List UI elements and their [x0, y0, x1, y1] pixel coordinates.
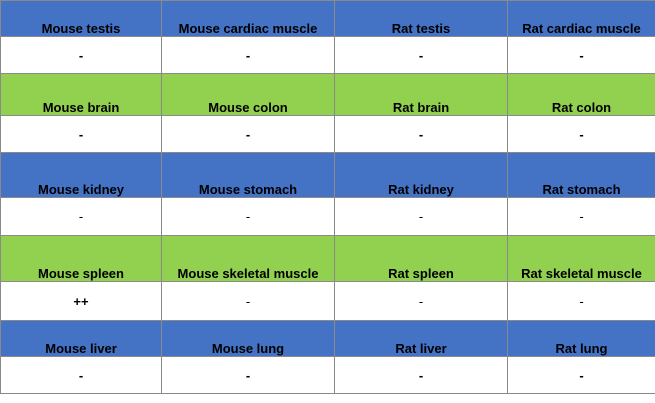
tissue-label-rat-cardiac-muscle: Rat cardiac muscle	[507, 0, 655, 37]
tissue-label-mouse-brain: Mouse brain	[0, 73, 162, 116]
expression-value-mouse-testis: -	[0, 36, 162, 74]
expression-value-rat-stomach: -	[507, 197, 655, 236]
expression-value-rat-lung: -	[507, 356, 655, 394]
value-row: ----	[0, 197, 655, 236]
value-row: ----	[0, 115, 655, 153]
value-row: ----	[0, 36, 655, 74]
tissue-label-rat-testis: Rat testis	[334, 0, 508, 37]
tissue-label-mouse-cardiac-muscle: Mouse cardiac muscle	[161, 0, 335, 37]
table-body: Mouse testis Mouse cardiac muscle Rat test…	[0, 0, 655, 394]
tissue-label-mouse-spleen: Mouse spleen	[0, 235, 162, 282]
value-row: ----	[0, 356, 655, 394]
tissue-label-rat-brain: Rat brain	[334, 73, 508, 116]
expression-value-rat-cardiac-muscle: -	[507, 36, 655, 74]
expression-value-rat-skeletal-muscle: -	[507, 281, 655, 321]
tissue-label-mouse-kidney: Mouse kidney	[0, 152, 162, 198]
expression-value-rat-brain: -	[334, 115, 508, 153]
tissue-label-mouse-colon: Mouse colon	[161, 73, 335, 116]
expression-value-rat-liver: -	[334, 356, 508, 394]
expression-value-rat-testis: -	[334, 36, 508, 74]
header-row: Mouse kidney Mouse stomach Rat kidney Rat s…	[0, 152, 655, 198]
tissue-label-mouse-stomach: Mouse stomach	[161, 152, 335, 198]
tissue-label-rat-spleen: Rat spleen	[334, 235, 508, 282]
tissue-expression-table: Mouse testis Mouse cardiac muscle Rat test…	[0, 0, 655, 394]
value-row: ++ - - -	[0, 281, 655, 321]
tissue-label-rat-skeletal-muscle: Rat skeletal muscle	[507, 235, 655, 282]
header-row: Mouse testis Mouse cardiac muscle Rat test…	[0, 0, 655, 37]
tissue-label-mouse-lung: Mouse lung	[161, 320, 335, 357]
tissue-label-rat-lung: Rat lung	[507, 320, 655, 357]
tissue-label-mouse-liver: Mouse liver	[0, 320, 162, 357]
expression-value-mouse-colon: -	[161, 115, 335, 153]
expression-value-mouse-liver: -	[0, 356, 162, 394]
expression-value-mouse-kidney: -	[0, 197, 162, 236]
expression-value-rat-colon: -	[507, 115, 655, 153]
tissue-label-rat-kidney: Rat kidney	[334, 152, 508, 198]
header-row: Mouse liver Mouse lung Rat liver Rat lung	[0, 320, 655, 357]
tissue-label-rat-stomach: Rat stomach	[507, 152, 655, 198]
expression-value-rat-spleen: -	[334, 281, 508, 321]
tissue-label-mouse-testis: Mouse testis	[0, 0, 162, 37]
expression-value-rat-kidney: -	[334, 197, 508, 236]
header-row: Mouse brain Mouse colon Rat brain Rat colon	[0, 73, 655, 116]
expression-value-mouse-stomach: -	[161, 197, 335, 236]
expression-value-mouse-cardiac-muscle: -	[161, 36, 335, 74]
expression-value-mouse-brain: -	[0, 115, 162, 153]
header-row: Mouse spleen Mouse skeletal muscle Rat spl…	[0, 235, 655, 282]
expression-value-mouse-lung: -	[161, 356, 335, 394]
tissue-label-rat-liver: Rat liver	[334, 320, 508, 357]
expression-value-mouse-spleen: ++	[0, 281, 162, 321]
expression-value-mouse-skeletal-muscle: -	[161, 281, 335, 321]
tissue-label-mouse-skeletal-muscle: Mouse skeletal muscle	[161, 235, 335, 282]
tissue-label-rat-colon: Rat colon	[507, 73, 655, 116]
